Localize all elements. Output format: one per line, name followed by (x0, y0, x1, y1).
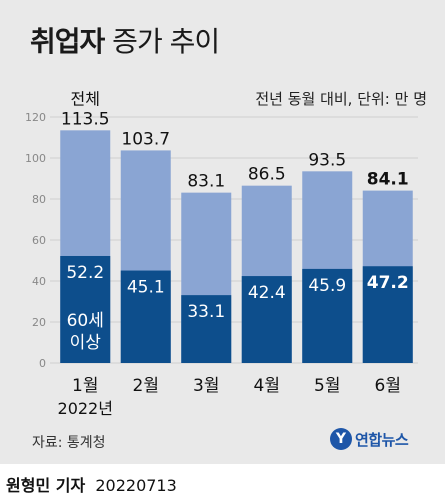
bar-over60 (302, 268, 353, 363)
bar-over60 (181, 295, 232, 363)
total-value-label: 93.5 (308, 150, 346, 170)
over60-series-label-line1: 60세 (67, 311, 104, 331)
byline-date: 20220713 (95, 476, 177, 495)
x-tick-label: 4월 (254, 376, 280, 396)
source-note: 자료: 통계청 (32, 435, 106, 451)
total-value-label: 83.1 (187, 172, 225, 192)
chart-title: 취업자 증가 추이 (30, 20, 220, 60)
logo-mark-icon: Y (330, 428, 352, 450)
over60-series-label-line2: 이상 (70, 333, 102, 353)
total-value-label: 86.5 (248, 165, 286, 185)
total-value-label: 84.1 (367, 170, 409, 190)
over60-value-label: 47.2 (367, 273, 409, 293)
title-rest: 증가 추이 (104, 25, 220, 58)
bar-over60 (362, 266, 413, 363)
over60-value-label: 45.9 (308, 276, 346, 296)
byline-name: 원형민 기자 (6, 476, 86, 495)
y-tick-label: 0 (39, 357, 46, 370)
y-tick-label: 20 (32, 316, 46, 329)
total-value-label: 113.5 (61, 109, 110, 129)
over60-value-label: 45.1 (127, 278, 165, 298)
bar-over60 (60, 255, 111, 363)
year-label: 2022년 (58, 399, 113, 418)
over60-value-label: 33.1 (187, 302, 225, 322)
total-value-label: 103.7 (121, 129, 170, 149)
x-tick-label: 2월 (133, 376, 159, 396)
total-series-label: 전체 (71, 89, 100, 108)
title-bold: 취업자 (30, 25, 105, 58)
x-tick-label: 3월 (193, 376, 219, 396)
unit-note: 전년 동월 대비, 단위: 만 명 (255, 90, 427, 108)
bar-over60 (241, 276, 292, 363)
bar-over60 (120, 270, 171, 363)
x-tick-label: 6월 (375, 376, 401, 396)
x-tick-label: 5월 (314, 376, 340, 396)
over60-value-label: 42.4 (248, 283, 286, 303)
y-tick-label: 80 (32, 193, 46, 206)
x-tick-label: 1월 (72, 376, 98, 396)
y-tick-label: 100 (25, 152, 46, 165)
yonhap-logo: Y 연합뉴스 (330, 428, 409, 450)
y-tick-label: 40 (32, 275, 46, 288)
chart-panel: 취업자 증가 추이 전년 동월 대비, 단위: 만 명 0 20 40 60 80 100… (0, 0, 445, 464)
logo-text: 연합뉴스 (355, 430, 409, 449)
y-tick-label: 60 (32, 234, 46, 247)
over60-value-label: 52.2 (66, 263, 104, 283)
byline: 원형민 기자 20220713 (6, 472, 177, 496)
y-tick-label: 120 (25, 111, 46, 124)
